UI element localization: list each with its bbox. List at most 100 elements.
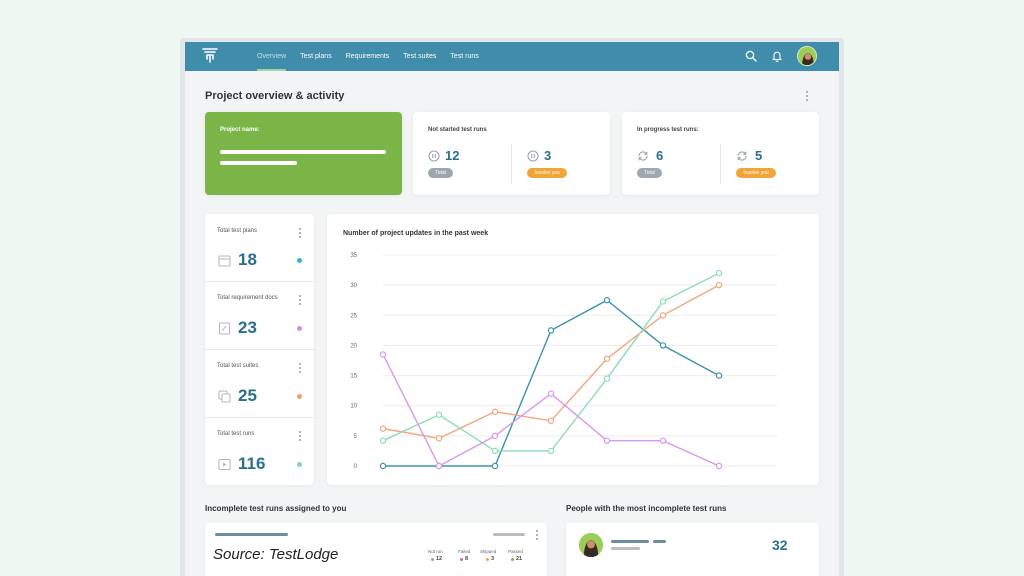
series-point-3[interactable] [491,432,499,440]
nav-tab-test-suites[interactable]: Test suites [403,53,437,60]
total-test-suites-value: 25 [238,386,257,405]
series-point-3[interactable] [547,390,555,397]
stat-not-run-label: Not run [428,549,443,554]
logo-icon[interactable] [202,47,218,63]
total-test-runs-label: Total test runs [217,431,255,437]
y-tick-label: 20 [350,343,357,349]
total-test-plans-value: 18 [238,250,257,269]
totals-card: Total test plans 18 Total requirement do… [205,214,314,485]
total-requirement-docs-value: 23 [238,318,257,337]
nav-tab-test-runs[interactable]: Test runs [450,53,479,60]
incomplete-run-menu-icon[interactable] [533,529,541,541]
totals-divider [205,281,314,282]
person-avatar [579,533,603,557]
series-point-2[interactable] [379,437,387,444]
stat-passed-label: Passed [508,549,524,554]
not-started-runs-card[interactable]: Not started test runs 12 Total 3 Involve… [413,112,610,195]
y-tick-label: 25 [350,313,357,319]
series-point-3[interactable] [435,462,443,470]
total-requirement-docs-label: Total requirement docs [217,295,278,301]
series-point-2[interactable] [603,375,611,382]
series-point-0[interactable] [379,462,387,470]
total-test-suites-label: Total test suites [217,363,259,369]
person-meta-placeholder-bar [611,547,640,550]
nav-tab-requirements[interactable]: Requirements [345,53,390,60]
total-requirement-docs-dot [297,326,302,331]
series-point-2[interactable] [491,447,499,455]
updates-chart-card: Number of project updates in the past we… [327,214,819,485]
total-requirement-docs-menu-icon[interactable] [296,294,304,306]
series-point-0[interactable] [603,297,611,304]
pause-icon [428,150,440,162]
person-incomplete-count: 32 [772,537,788,553]
search-icon[interactable] [745,50,757,62]
in-progress-total-value: 6 [656,148,664,163]
series-point-2[interactable] [715,269,723,277]
total-test-runs-menu-icon[interactable] [296,430,304,442]
y-tick-label: 0 [354,464,358,470]
pause-icon [527,150,539,162]
totals-divider [205,349,314,350]
line-chart: 0 5 10 15 20 25 30 35 [350,253,777,470]
series-point-3[interactable] [715,462,723,470]
nav-tab-test-plans[interactable]: Test plans [300,53,332,60]
total-test-suites-menu-icon[interactable] [296,362,304,374]
incomplete-runs-title: Incomplete test runs assigned to you [205,504,347,513]
bell-icon[interactable] [771,50,783,62]
series-point-1[interactable] [379,425,387,432]
series-point-2[interactable] [659,298,667,305]
series-point-0[interactable] [547,327,555,334]
totals-divider [205,417,314,418]
in-progress-total-badge: Total [637,168,662,178]
series-point-1[interactable] [715,281,723,289]
series-point-0[interactable] [491,462,499,470]
series-point-3[interactable] [379,351,387,358]
page-more-menu-icon[interactable] [803,90,811,102]
person-name-placeholder-bar [611,540,649,543]
series-point-1[interactable] [435,435,443,442]
total-test-suites-dot [297,394,302,399]
series-point-1[interactable] [547,417,555,424]
stat-passed-dot [511,558,514,561]
document-icon [219,322,230,335]
project-name-placeholder-bar [220,150,386,154]
y-tick-label: 35 [350,253,357,259]
source-caption: Source: TestLodge [213,546,339,563]
series-point-1[interactable] [491,408,499,415]
stat-failed-dot [460,558,463,561]
page-title: Project overview & activity [205,90,345,102]
calendar-icon [218,255,231,267]
total-test-runs-dot [297,462,302,467]
series-point-1[interactable] [603,355,611,362]
in-progress-runs-card[interactable]: In progress test runs: 6 Total 5 Involve… [622,112,819,195]
total-test-plans-menu-icon[interactable] [296,227,304,239]
nav-tab-overview[interactable]: Overview [257,42,287,71]
project-name-card[interactable]: Project name: [205,112,402,195]
total-test-runs-value: 116 [238,454,266,473]
stack-icon [218,390,231,403]
y-tick-label: 10 [350,404,357,410]
total-test-plans-dot [297,258,302,263]
not-started-total-value: 12 [445,148,460,163]
series-point-2[interactable] [435,411,443,418]
project-name-label: Project name: [220,127,260,133]
avatar[interactable] [797,46,817,66]
series-point-2[interactable] [547,447,555,455]
app-window: Overview Test plans Requirements Test su… [185,42,839,576]
incomplete-run-row[interactable]: Not run 12 Failed 8 Skipped 3 Passed 21 [205,523,547,576]
series-point-3[interactable] [659,437,667,444]
series-point-0[interactable] [659,342,667,349]
series-point-1[interactable] [659,312,667,319]
total-test-plans-label: Total test plans [217,228,258,234]
run-name-placeholder-bar [215,533,288,536]
project-name-placeholder-bar-short [220,161,297,165]
series-point-0[interactable] [715,372,723,379]
user-avatar-icon [579,533,603,557]
series-line-0 [383,299,720,467]
people-row[interactable]: 32 [566,523,819,576]
top-navigation-bar: Overview Test plans Requirements Test su… [185,42,839,71]
stat-not-run-value: 12 [436,556,443,562]
card-divider [720,144,721,184]
series-point-3[interactable] [603,437,611,444]
refresh-icon [638,151,648,161]
